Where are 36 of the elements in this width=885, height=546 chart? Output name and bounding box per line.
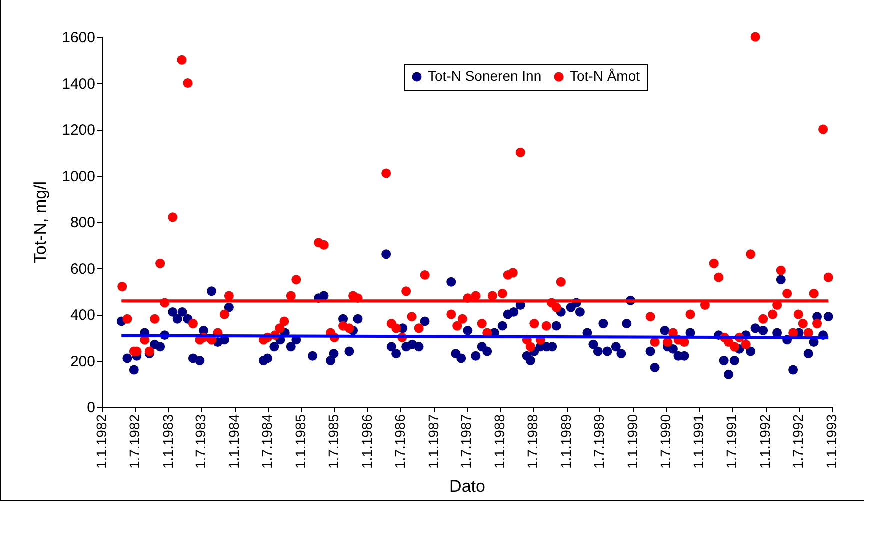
x-tick-label: 1.1.1984 bbox=[226, 414, 242, 469]
legend-label: Tot-N Soneren Inn bbox=[428, 68, 542, 84]
x-tick-label: 1.1.1990 bbox=[624, 414, 640, 469]
y-tick-label: 0 bbox=[87, 400, 96, 416]
x-tick-label: 1.7.1984 bbox=[259, 414, 276, 469]
x-tick-label: 1.1.1989 bbox=[558, 414, 574, 469]
x-tick-label: 1.1.1983 bbox=[160, 414, 176, 469]
x-tick-label: 1.1.1986 bbox=[358, 414, 375, 469]
x-tick-label: 1.7.1983 bbox=[192, 414, 209, 469]
x-tick-label: 1.7.1990 bbox=[657, 414, 674, 469]
x-tick-label: 1.7.1988 bbox=[524, 414, 541, 469]
y-tick-label: 200 bbox=[70, 353, 96, 370]
y-tick-label: 1000 bbox=[62, 168, 96, 186]
x-tick-label: 1.1.1991 bbox=[690, 414, 707, 469]
x-tick-label: 1.7.1985 bbox=[326, 414, 342, 469]
x-tick-label: 1.7.1986 bbox=[392, 414, 408, 469]
x-tick-label: 1.1.1985 bbox=[292, 414, 309, 469]
x-tick-label: 1.7.1982 bbox=[126, 414, 142, 469]
x-tick-label: 1.1.1982 bbox=[94, 414, 110, 469]
y-tick-label: 600 bbox=[70, 260, 96, 278]
x-tick-label: 1.7.1992 bbox=[790, 414, 806, 469]
y-tick-label: 800 bbox=[70, 214, 96, 232]
x-axis-title: Dato bbox=[450, 476, 486, 496]
x-tick-label: 1.7.1991 bbox=[724, 414, 740, 469]
x-tick-label: 1.1.1987 bbox=[425, 414, 442, 469]
y-tick-label: 1200 bbox=[62, 122, 96, 139]
x-tick-label: 1.7.1989 bbox=[590, 414, 607, 469]
y-tick-label: 1600 bbox=[62, 30, 96, 46]
x-tick-label: 1.1.1992 bbox=[757, 414, 774, 469]
x-tick-label: 1.1.1988 bbox=[492, 414, 508, 469]
y-tick-label: 400 bbox=[70, 307, 96, 324]
legend-label: Tot-N Åmot bbox=[570, 68, 640, 84]
y-axis-title: Tot-N, mg/l bbox=[31, 181, 50, 264]
y-tick-label: 1400 bbox=[62, 76, 96, 93]
x-tick-label: 1.1.1993 bbox=[824, 414, 840, 469]
x-tick-label: 1.7.1987 bbox=[458, 414, 474, 469]
